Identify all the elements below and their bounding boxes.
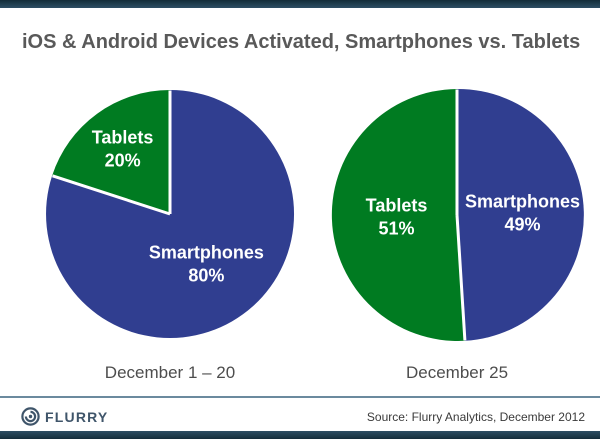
flurry-logo-text: FLURRY xyxy=(45,408,109,425)
pie-slice-label-smartphones: Smartphones 80% xyxy=(149,243,264,286)
pie-chart-1: Smartphones 49% Tablets 51% xyxy=(331,88,584,341)
bottom-border-bar xyxy=(0,431,600,439)
pie-caption-december-25: December 25 xyxy=(405,363,509,382)
footer-divider xyxy=(0,396,600,398)
chart-title: iOS & Android Devices Activated, Smartph… xyxy=(22,31,581,53)
pie-chart-0: Smartphones 80% Tablets 20% xyxy=(46,90,295,338)
flurry-logo: FLURRY xyxy=(21,407,108,426)
pie-slice-divider xyxy=(455,214,467,341)
pie-slice-tablets xyxy=(52,90,170,214)
footer: FLURRY Source: Flurry Analytics, Decembe… xyxy=(0,402,600,431)
source-attribution: Source: Flurry Analytics, December 2012 xyxy=(366,409,585,424)
pie-slice-divider xyxy=(52,174,171,216)
pie-caption-december-1-20: December 1 – 20 xyxy=(104,363,236,382)
pie-slice-label-smartphones: Smartphones 49% xyxy=(465,191,580,234)
flurry-logo-icon xyxy=(21,407,40,426)
pie-slice-tablets xyxy=(331,89,465,341)
pie-slice-label-tablets: Tablets 51% xyxy=(366,195,428,238)
top-border-bar xyxy=(0,0,600,8)
pie-slice-label-tablets: Tablets 20% xyxy=(92,127,154,170)
pie-slice-smartphones xyxy=(457,88,584,341)
